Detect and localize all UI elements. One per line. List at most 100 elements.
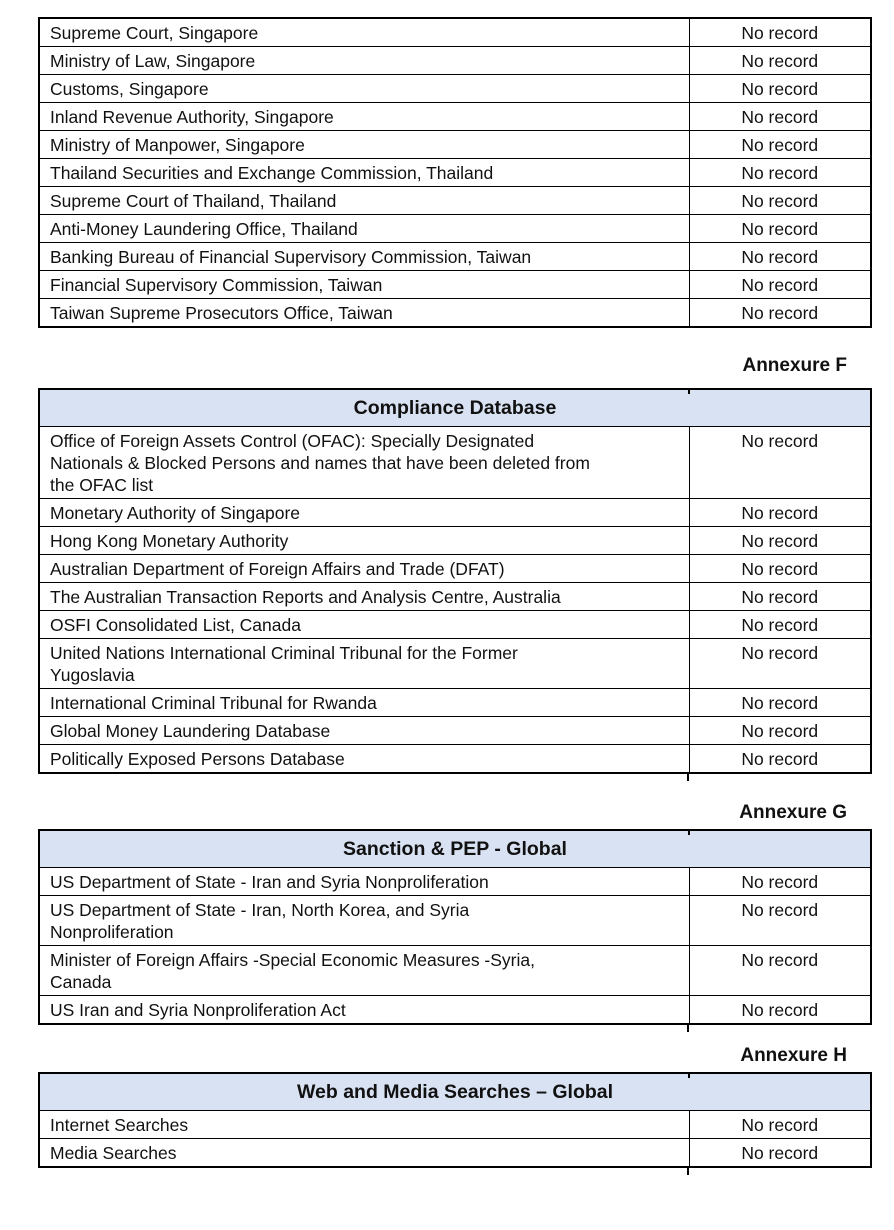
table-row: Hong Kong Monetary Authority No record	[38, 526, 872, 555]
source-cell: Supreme Court of Thailand, Thailand	[38, 186, 690, 215]
result-cell: No record	[688, 1110, 872, 1139]
source-cell: Inland Revenue Authority, Singapore	[38, 102, 690, 131]
source-cell: The Australian Transaction Reports and A…	[38, 582, 690, 611]
result-cell: No record	[688, 426, 872, 499]
table-row: Anti-Money Laundering Office, Thailand N…	[38, 214, 872, 243]
table-row: Banking Bureau of Financial Supervisory …	[38, 242, 872, 271]
result-cell: No record	[688, 498, 872, 527]
table-row: Office of Foreign Assets Control (OFAC):…	[38, 426, 872, 499]
source-cell: Minister of Foreign Affairs -Special Eco…	[38, 945, 690, 996]
source-cell: Office of Foreign Assets Control (OFAC):…	[38, 426, 690, 499]
result-cell: No record	[688, 270, 872, 299]
regulatory-sources-table-wrap: Supreme Court, Singapore No record Minis…	[38, 17, 872, 328]
source-cell: US Department of State - Iran and Syria …	[38, 867, 690, 896]
table-row: Thailand Securities and Exchange Commiss…	[38, 158, 872, 187]
annexure-label-h: Annexure H	[740, 1045, 847, 1066]
source-cell: Ministry of Manpower, Singapore	[38, 130, 690, 159]
source-cell: Financial Supervisory Commission, Taiwan	[38, 270, 690, 299]
table-row: US Department of State - Iran, North Kor…	[38, 895, 872, 946]
sanction-pep-table: Sanction & PEP - Global US Department of…	[38, 829, 872, 1025]
result-cell: No record	[688, 582, 872, 611]
table-section-title: Compliance Database	[38, 388, 872, 427]
result-cell: No record	[688, 1138, 872, 1168]
table-row: Ministry of Law, Singapore No record	[38, 46, 872, 75]
sanction-pep-table-wrap: Sanction & PEP - Global US Department of…	[38, 829, 872, 1032]
table-row: Minister of Foreign Affairs -Special Eco…	[38, 945, 872, 996]
annexure-label-f: Annexure F	[742, 355, 847, 376]
source-cell: Customs, Singapore	[38, 74, 690, 103]
result-cell: No record	[688, 130, 872, 159]
result-cell: No record	[688, 867, 872, 896]
compliance-database-table: Compliance Database Office of Foreign As…	[38, 388, 872, 774]
web-media-searches-table-wrap: Web and Media Searches – Global Internet…	[38, 1072, 873, 1175]
source-cell: Monetary Authority of Singapore	[38, 498, 690, 527]
table-row: Financial Supervisory Commission, Taiwan…	[38, 270, 872, 299]
result-cell: No record	[688, 688, 872, 717]
table-row: Monetary Authority of Singapore No recor…	[38, 498, 872, 527]
table-row: Politically Exposed Persons Database No …	[38, 744, 872, 774]
compliance-database-table-wrap: Compliance Database Office of Foreign As…	[38, 388, 872, 781]
regulatory-sources-table: Supreme Court, Singapore No record Minis…	[38, 17, 872, 328]
table-row: Global Money Laundering Database No reco…	[38, 716, 872, 745]
result-cell: No record	[688, 526, 872, 555]
result-cell: No record	[688, 242, 872, 271]
result-cell: No record	[688, 214, 872, 243]
result-cell: No record	[688, 995, 872, 1025]
table-section-title: Web and Media Searches – Global	[38, 1072, 872, 1111]
result-cell: No record	[688, 895, 872, 946]
source-cell: OSFI Consolidated List, Canada	[38, 610, 690, 639]
source-cell: Taiwan Supreme Prosecutors Office, Taiwa…	[38, 298, 690, 328]
table-row: Taiwan Supreme Prosecutors Office, Taiwa…	[38, 298, 872, 328]
source-cell: Politically Exposed Persons Database	[38, 744, 690, 774]
table-row: The Australian Transaction Reports and A…	[38, 582, 872, 611]
result-cell: No record	[688, 46, 872, 75]
table-section-title: Sanction & PEP - Global	[38, 829, 872, 868]
column-divider-tick	[687, 1025, 689, 1032]
table-row: OSFI Consolidated List, Canada No record	[38, 610, 872, 639]
result-cell: No record	[688, 945, 872, 996]
result-cell: No record	[688, 74, 872, 103]
source-cell: US Iran and Syria Nonproliferation Act	[38, 995, 690, 1025]
source-cell: Ministry of Law, Singapore	[38, 46, 690, 75]
source-cell: International Criminal Tribunal for Rwan…	[38, 688, 690, 717]
table-row: Ministry of Manpower, Singapore No recor…	[38, 130, 872, 159]
source-cell: Internet Searches	[38, 1110, 690, 1139]
table-row: Inland Revenue Authority, Singapore No r…	[38, 102, 872, 131]
column-divider-tick	[687, 1168, 689, 1175]
web-media-searches-table: Web and Media Searches – Global Internet…	[38, 1072, 873, 1168]
result-cell: No record	[688, 298, 872, 328]
source-cell: Thailand Securities and Exchange Commiss…	[38, 158, 690, 187]
table-row: Customs, Singapore No record	[38, 74, 872, 103]
table-row: International Criminal Tribunal for Rwan…	[38, 688, 872, 717]
source-cell: Media Searches	[38, 1138, 690, 1168]
result-cell: No record	[688, 554, 872, 583]
source-cell: Anti-Money Laundering Office, Thailand	[38, 214, 690, 243]
result-cell: No record	[688, 17, 872, 47]
source-cell: Hong Kong Monetary Authority	[38, 526, 690, 555]
source-cell: Global Money Laundering Database	[38, 716, 690, 745]
annexure-label-g: Annexure G	[739, 802, 847, 823]
table-row: United Nations International Criminal Tr…	[38, 638, 872, 689]
table-row: Supreme Court, Singapore No record	[38, 17, 872, 47]
source-cell: United Nations International Criminal Tr…	[38, 638, 690, 689]
column-divider-tick	[687, 774, 689, 781]
table-row: Media Searches No record	[38, 1138, 872, 1168]
table-header-row: Sanction & PEP - Global	[38, 829, 872, 868]
table-header-row: Web and Media Searches – Global	[38, 1072, 872, 1111]
result-cell: No record	[688, 102, 872, 131]
result-cell: No record	[688, 186, 872, 215]
result-cell: No record	[688, 716, 872, 745]
table-header-row: Compliance Database	[38, 388, 872, 427]
result-cell: No record	[688, 610, 872, 639]
table-row: Supreme Court of Thailand, Thailand No r…	[38, 186, 872, 215]
table-row: US Iran and Syria Nonproliferation Act N…	[38, 995, 872, 1025]
source-cell: Supreme Court, Singapore	[38, 17, 690, 47]
table-row: Australian Department of Foreign Affairs…	[38, 554, 872, 583]
result-cell: No record	[688, 744, 872, 774]
result-cell: No record	[688, 158, 872, 187]
source-cell: US Department of State - Iran, North Kor…	[38, 895, 690, 946]
source-cell: Australian Department of Foreign Affairs…	[38, 554, 690, 583]
result-cell: No record	[688, 638, 872, 689]
table-row: Internet Searches No record	[38, 1110, 872, 1139]
